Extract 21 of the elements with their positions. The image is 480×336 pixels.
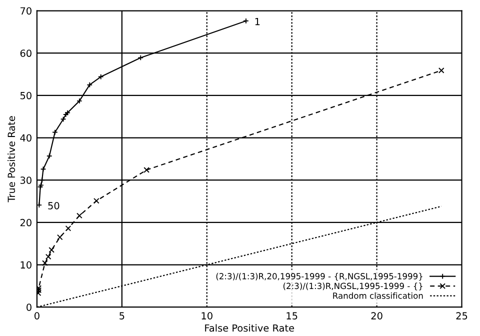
y-tick-label: 60 [20, 50, 32, 57]
y-tick-label: 20 [20, 218, 32, 226]
y-tick-label: 70 [20, 7, 32, 15]
legend-label: (2:3)/(1:3)R,NGSL,1995-1999 - {} [283, 282, 422, 290]
legend-label: (2:3)/(1:3)R,20,1995-1999 - {R,NGSL,1995-1999} [216, 272, 422, 281]
annotation: 50 [48, 202, 60, 210]
legend-label: Random classification [333, 292, 423, 299]
x-tick-label: 15 [286, 312, 298, 320]
y-tick-label: 0 [26, 304, 32, 311]
y-tick-label: 30 [20, 176, 32, 184]
x-tick-label: 10 [202, 312, 212, 320]
y-tick-label: 10 [20, 261, 32, 269]
x-tick-label: 20 [371, 312, 382, 320]
x-axis-title: False Positive Rate [205, 324, 294, 332]
x-tick-label: 25 [456, 312, 468, 320]
annotation: 1 [255, 18, 260, 26]
y-tick-label: 50 [20, 92, 32, 100]
y-tick-label: 40 [20, 134, 32, 142]
x-tick-label: 0 [34, 312, 40, 320]
y-axis-title: True Positive Rate [8, 116, 16, 202]
x-tick-label: 5 [120, 312, 124, 320]
